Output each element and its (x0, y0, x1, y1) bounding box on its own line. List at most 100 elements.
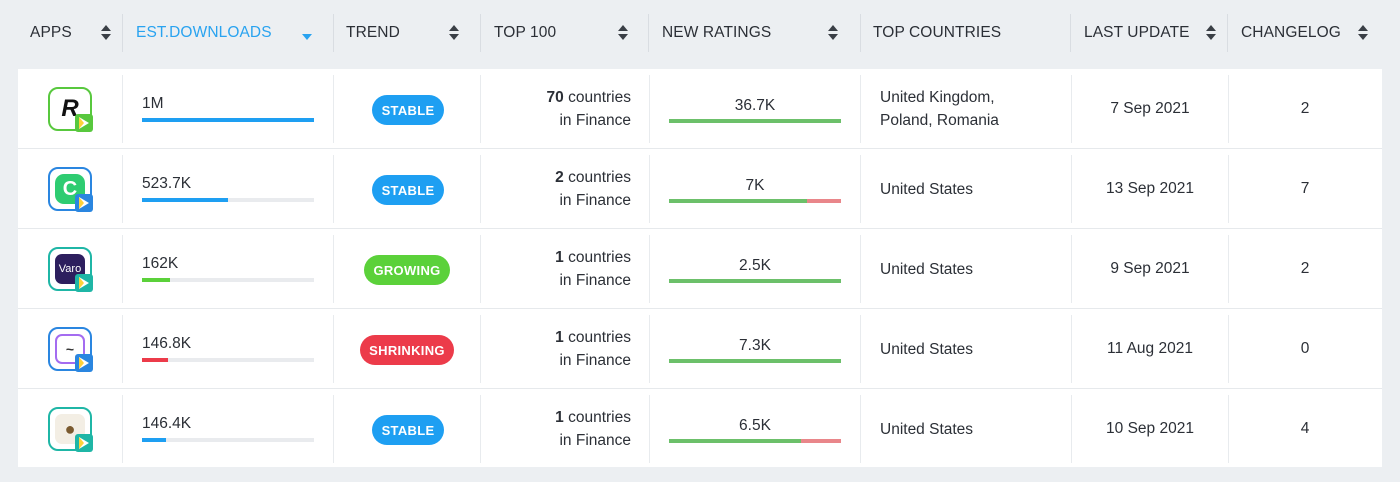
row-divider (860, 235, 861, 303)
ratings-value: 7.3K (739, 337, 771, 354)
row-divider (122, 395, 123, 463)
row-divider (1228, 315, 1229, 383)
varo-app-icon[interactable]: Varo (48, 247, 93, 292)
changelog-value[interactable]: 0 (1300, 340, 1310, 357)
row-divider (860, 75, 861, 143)
sort-top100-icon[interactable] (618, 24, 628, 42)
row-divider (333, 75, 334, 143)
row-divider (1228, 395, 1229, 463)
top100-category: in Finance (559, 432, 631, 449)
row-divider (1228, 155, 1229, 223)
column-header-last-update[interactable]: LAST UPDATE (1084, 24, 1190, 41)
countries-line: United States (880, 181, 974, 198)
downloads-bar (142, 198, 314, 202)
column-header-top-countries[interactable]: TOP COUNTRIES (873, 24, 1002, 41)
changelog-value[interactable]: 7 (1300, 180, 1310, 197)
countries-line: United States (880, 341, 974, 358)
ratings-value: 7K (745, 177, 765, 194)
ratings-value: 36.7K (734, 97, 776, 114)
column-header-trend[interactable]: TREND (346, 24, 400, 41)
row-divider (860, 155, 861, 223)
sort-last-update-icon[interactable] (1206, 24, 1216, 42)
trend-badge: SHRINKING (360, 335, 454, 365)
table-row[interactable]: ~ 146.8K SHRINKING 1 countries in Financ… (18, 309, 1382, 389)
top100-suffix: countries (568, 249, 631, 266)
top100-suffix: countries (568, 169, 631, 186)
column-header-top100[interactable]: TOP 100 (494, 24, 557, 41)
table-row[interactable]: Varo 162K GROWING 1 countries in Finance… (18, 229, 1382, 309)
row-divider (860, 395, 861, 463)
downloads-bar-fill (142, 438, 167, 442)
countries-line: United States (880, 261, 974, 278)
top-countries-cell: United States (880, 418, 1070, 441)
downloads-bar (142, 278, 314, 282)
changelog-value[interactable]: 2 (1300, 260, 1310, 277)
google-play-icon (75, 114, 93, 132)
header-divider (480, 14, 481, 52)
top100-suffix: countries (568, 409, 631, 426)
table-row[interactable]: ● 146.4K STABLE 1 countries in Finance 6… (18, 389, 1382, 469)
row-divider (122, 155, 123, 223)
top100-count: 70 (546, 89, 564, 106)
table-row[interactable]: C 523.7K STABLE 2 countries in Finance 7… (18, 149, 1382, 229)
sort-new-ratings-icon[interactable] (828, 24, 838, 42)
row-divider (1071, 395, 1072, 463)
top100-count: 1 (555, 249, 564, 266)
row-divider (649, 315, 650, 383)
ratings-bar-fill (669, 199, 807, 203)
dog-app-icon[interactable]: ● (48, 407, 93, 452)
changelog-value[interactable]: 2 (1300, 100, 1310, 117)
top100-category: in Finance (559, 272, 631, 289)
sort-trend-icon[interactable] (449, 24, 459, 42)
row-divider (333, 315, 334, 383)
finance-app-icon[interactable]: ~ (48, 327, 93, 372)
sort-apps-icon[interactable] (101, 24, 111, 42)
cash-app-icon[interactable]: C (48, 167, 93, 212)
sort-changelog-icon[interactable] (1358, 24, 1368, 42)
downloads-bar (142, 438, 314, 442)
top100-category: in Finance (559, 112, 631, 129)
ratings-bar (669, 199, 841, 203)
table-header: APPS EST.DOWNLOADS TREND TOP 100 NEW RAT… (0, 0, 1400, 66)
header-divider (333, 14, 334, 52)
header-divider (1070, 14, 1071, 52)
row-divider (122, 75, 123, 143)
column-header-changelog[interactable]: CHANGELOG (1241, 24, 1341, 41)
column-header-est-downloads[interactable]: EST.DOWNLOADS (136, 24, 272, 41)
trend-badge: STABLE (372, 175, 444, 205)
trend-badge: STABLE (372, 95, 444, 125)
downloads-bar-fill (142, 118, 314, 122)
ratings-bar-fill (669, 279, 841, 283)
google-play-icon (75, 434, 93, 452)
ratings-bar (669, 439, 841, 443)
top100-category: in Finance (559, 192, 631, 209)
top100-cell: 1 countries in Finance (480, 406, 631, 452)
top100-count: 2 (555, 169, 564, 186)
revolut-app-icon[interactable]: R (48, 87, 93, 132)
header-divider (860, 14, 861, 52)
downloads-value: 162K (142, 255, 179, 272)
top100-suffix: countries (568, 89, 631, 106)
changelog-value[interactable]: 4 (1300, 420, 1310, 437)
sort-descending-icon[interactable] (302, 34, 312, 41)
column-header-new-ratings[interactable]: NEW RATINGS (662, 24, 772, 41)
row-divider (480, 395, 481, 463)
countries-line: Poland, Romania (880, 112, 999, 129)
google-play-icon (75, 274, 93, 292)
top-countries-cell: United Kingdom, Poland, Romania (880, 86, 1070, 132)
column-header-apps[interactable]: APPS (30, 24, 72, 41)
downloads-value: 146.4K (142, 415, 192, 432)
top100-cell: 1 countries in Finance (480, 246, 631, 292)
row-divider (1071, 155, 1072, 223)
header-divider (1227, 14, 1228, 52)
row-divider (1228, 75, 1229, 143)
ratings-bar (669, 119, 841, 123)
row-divider (333, 155, 334, 223)
downloads-bar (142, 358, 314, 362)
ratings-bar-fill (669, 359, 841, 363)
downloads-value: 523.7K (142, 175, 192, 192)
ratings-bar (669, 279, 841, 283)
google-play-icon (75, 354, 93, 372)
top100-cell: 2 countries in Finance (480, 166, 631, 212)
table-row[interactable]: R 1M STABLE 70 countries in Finance 36.7… (18, 69, 1382, 149)
